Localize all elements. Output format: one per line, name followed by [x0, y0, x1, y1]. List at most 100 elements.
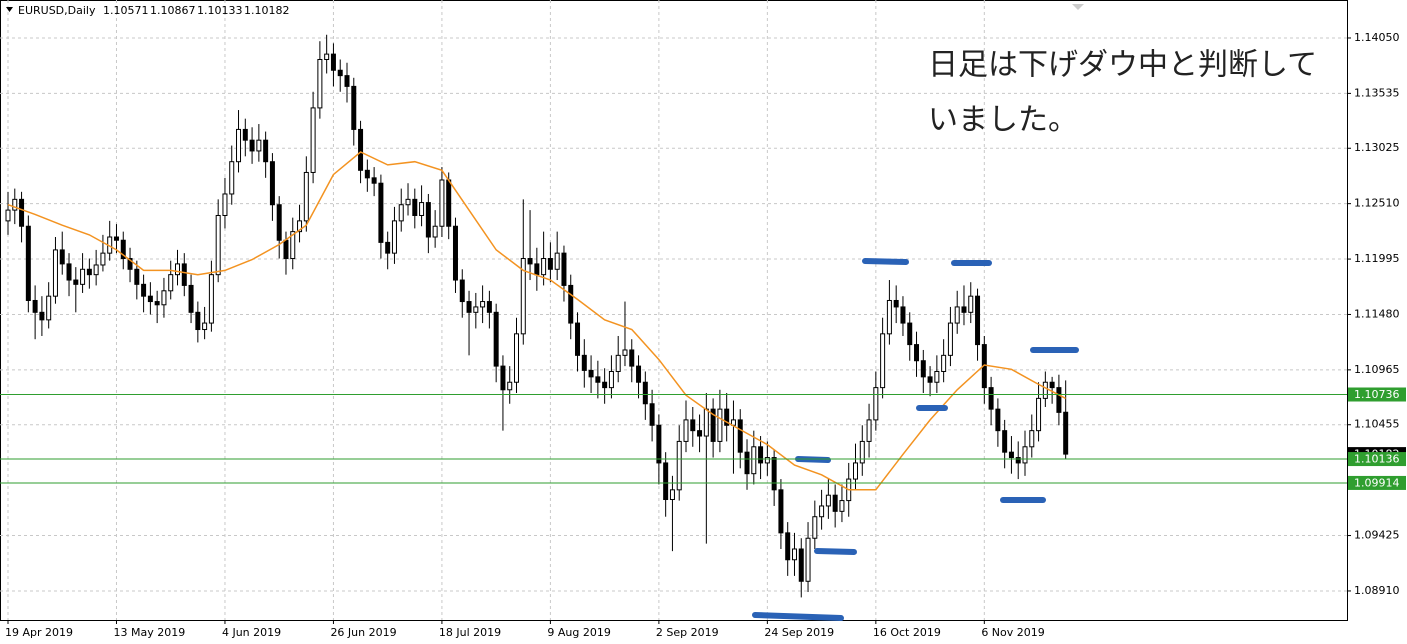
candle-body [93, 264, 99, 276]
price-tag-label: 1.10136 [1354, 453, 1400, 466]
candle-body [310, 107, 316, 173]
x-tick-label: 9 Aug 2019 [547, 626, 610, 639]
candle-body [1029, 430, 1035, 448]
candle-body [914, 344, 920, 362]
candle-body [337, 69, 343, 77]
candle-body [358, 128, 364, 171]
candle-body [1008, 451, 1014, 459]
candle-body [276, 204, 282, 241]
candle-body [595, 376, 601, 383]
y-tick-label: 1.13025 [1354, 141, 1400, 154]
candle-body [473, 306, 479, 313]
candle-body [256, 139, 262, 152]
annotation: いました。 [928, 103, 1078, 138]
x-tick-label: 2 Sep 2019 [656, 626, 719, 639]
candle-body [439, 179, 445, 227]
candle-body [771, 457, 777, 491]
menu-arrow[interactable] [6, 7, 13, 12]
candle-body [317, 58, 323, 109]
candle-body [690, 419, 696, 432]
candle-body [853, 462, 858, 480]
candle-body [290, 231, 296, 260]
candle-body [120, 239, 126, 260]
candle-body [575, 322, 581, 356]
candle-body [432, 225, 438, 238]
candle-body [283, 239, 289, 260]
candle-body [615, 354, 621, 372]
candle-body [446, 179, 452, 227]
y-tick-label: 1.11995 [1354, 252, 1400, 265]
candle-body [819, 505, 825, 518]
blue-mark [814, 548, 857, 555]
y-tick-label: 1.10965 [1354, 363, 1400, 376]
y-tick-label: 1.11480 [1354, 307, 1400, 320]
candle-body [636, 365, 642, 383]
candle-body [371, 177, 377, 184]
candle-body [717, 408, 723, 442]
y-tick-label: 1.10455 [1354, 418, 1400, 431]
candle-body [269, 161, 275, 206]
candle-body [39, 311, 45, 321]
header-low: 1.10133 [197, 4, 243, 17]
candle-body [947, 322, 953, 356]
candle-body [412, 198, 418, 216]
candle-body [181, 263, 187, 286]
candle-body [683, 419, 689, 442]
candle-body [32, 299, 38, 313]
candle-body [303, 171, 309, 222]
annotation: 日足は下げダウ中と判断して [928, 48, 1317, 83]
candle-body [805, 537, 811, 582]
candle-body [405, 198, 411, 206]
candle-body [134, 268, 140, 285]
candle-body [486, 301, 492, 313]
y-tick-label: 1.08910 [1354, 584, 1400, 597]
candle-body [514, 333, 519, 383]
candle-body [622, 349, 628, 356]
candle-body [398, 204, 404, 222]
candle-body [825, 494, 831, 507]
candle-body [785, 532, 791, 561]
candle-body [59, 249, 65, 265]
candle-body [168, 274, 174, 292]
candle-body [907, 322, 913, 346]
candle-body [330, 53, 336, 71]
candle-body [588, 369, 594, 378]
plot [5, 34, 1069, 598]
header-high: 1.10867 [150, 4, 196, 17]
header-symbol: EURUSD,Daily [18, 4, 96, 17]
candle-body [419, 202, 425, 216]
price-tag [1348, 475, 1406, 490]
candle-body [80, 268, 86, 285]
candle-body [697, 430, 703, 437]
candle-body [161, 290, 167, 306]
candle-body [554, 252, 560, 270]
candle-body [202, 322, 208, 331]
price-tag-label: 1.09914 [1354, 476, 1400, 489]
candle-body [236, 128, 242, 163]
candle-body [900, 306, 906, 324]
candle-body [547, 258, 553, 270]
x-tick-label: 18 Jul 2019 [439, 626, 501, 639]
candle-body [113, 236, 119, 241]
candle-body [249, 139, 255, 152]
candle-body [1063, 411, 1069, 455]
blue-mark [752, 612, 844, 621]
candle-body [364, 169, 370, 179]
candle-body [778, 489, 784, 534]
candle-body [391, 220, 397, 254]
candle-body [127, 258, 133, 270]
candle-body [425, 202, 431, 238]
candle-body [1002, 430, 1008, 453]
grid [0, 0, 1347, 620]
candle-body [378, 182, 384, 243]
y-tick-label: 1.13535 [1354, 86, 1400, 99]
candle-body [764, 457, 770, 464]
candle-body [839, 500, 845, 512]
candle-body [886, 299, 892, 335]
candle-body [188, 284, 194, 313]
candle-body [222, 193, 228, 216]
candle-body [866, 419, 872, 442]
candle-body [1056, 387, 1062, 413]
candle-body [541, 258, 547, 276]
